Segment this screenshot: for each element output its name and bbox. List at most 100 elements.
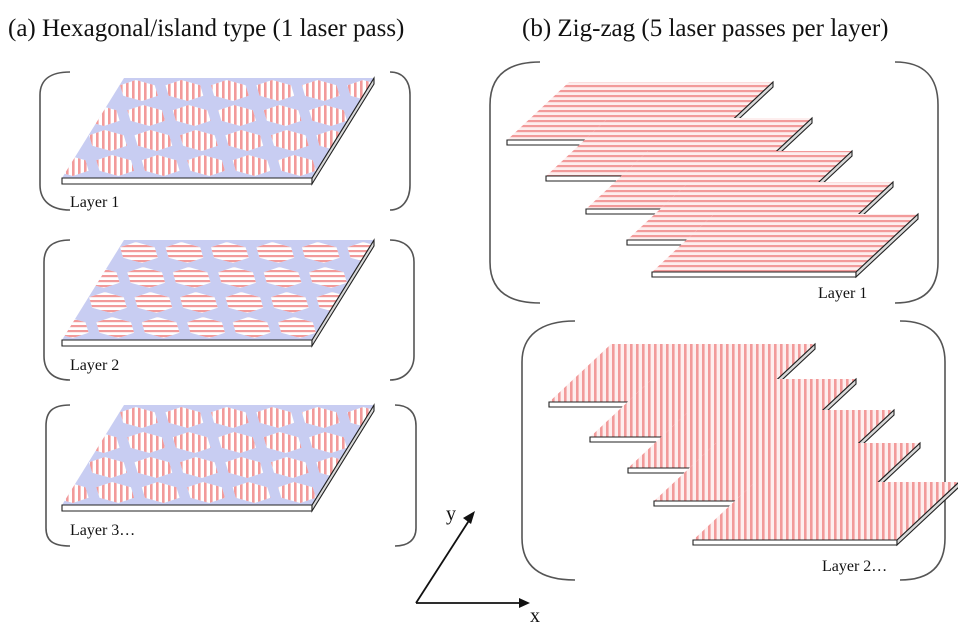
hex-island-plate (5, 76, 431, 186)
hexagonal-island (62, 267, 75, 288)
hexagonal-island (62, 292, 82, 313)
layer-label: Layer 1 (818, 285, 867, 302)
hexagonal-island (62, 317, 89, 338)
hexagonal-island (256, 242, 295, 263)
hexagonal-island (141, 155, 180, 176)
hexagonal-island (301, 242, 340, 263)
panel-b-heading: (b) Zig-zag (5 laser passes per layer) (522, 15, 889, 42)
hexagonal-island (141, 317, 180, 338)
layer-bracket-right (899, 320, 946, 581)
hexagonal-island (218, 432, 256, 453)
hexagonal-island (120, 407, 158, 428)
island-base (354, 105, 374, 126)
panel-b: Layer 1 Layer 2… (489, 61, 958, 581)
layer-label: Layer 3… (70, 522, 135, 539)
hexagonal-island (354, 105, 374, 126)
hexagonal-island (309, 432, 347, 453)
hexagonal-island (62, 130, 82, 151)
island-base (323, 482, 362, 503)
island-base (62, 457, 82, 478)
island-base (62, 130, 82, 151)
y-axis-arrowhead (463, 511, 475, 524)
hexagonal-island (180, 292, 218, 313)
hexagonal-island (232, 155, 271, 176)
hexagonal-island (361, 130, 374, 151)
hexagonal-island (232, 482, 271, 503)
layer-label: Layer 2 (70, 357, 119, 374)
layer-bracket-left (45, 404, 71, 547)
island-base (62, 267, 75, 288)
hexagonal-island (211, 80, 249, 101)
hexagonal-island (96, 482, 135, 503)
island-base (323, 317, 362, 338)
island-base (323, 155, 362, 176)
hexagonal-island (309, 105, 347, 126)
x-axis-label: x (530, 605, 540, 626)
hexagonal-island (211, 242, 249, 263)
scan-lines (693, 482, 958, 540)
hexagonal-island (74, 242, 113, 263)
hexagonal-island (354, 267, 374, 288)
plate-outline (62, 239, 375, 341)
hexagonal-island (127, 267, 166, 288)
island-base (361, 130, 374, 151)
panel-b-layer-2: Layer 2… (521, 320, 958, 581)
axis-indicator: x y (415, 503, 540, 626)
hexagonal-island (89, 292, 127, 313)
hexagonal-island (62, 105, 75, 126)
panel-a-layer-1: Layer 1 (5, 71, 431, 211)
layer-bracket-left (39, 71, 71, 211)
hexagonal-island (270, 130, 309, 151)
plate-front-edge (651, 271, 857, 278)
hexagonal-island (120, 242, 158, 263)
hexagonal-island (120, 80, 158, 101)
island-base (5, 155, 43, 176)
hexagonal-island (263, 267, 302, 288)
hexagonal-island (5, 482, 43, 503)
hexagonal-island (62, 482, 89, 503)
hexagonal-island (187, 482, 225, 503)
hexagonal-island (172, 267, 211, 288)
plate-outline (62, 404, 375, 506)
plate-front-edge (61, 339, 313, 347)
hexagonal-island (263, 105, 302, 126)
y-axis-arrow (415, 518, 471, 604)
hexagonal-island (309, 267, 347, 288)
island-base (62, 105, 75, 126)
hexagonal-island (134, 130, 173, 151)
layer-bracket-left (43, 239, 71, 381)
hexagonal-island (232, 317, 271, 338)
panel-a-layer-3: Layer 3… (5, 403, 417, 547)
island-grid (5, 407, 374, 503)
hex-island-plate (5, 403, 375, 513)
plate-front-edge (61, 504, 313, 512)
hexagonal-island (218, 267, 256, 288)
island-base (361, 457, 374, 478)
plate-top (62, 78, 374, 178)
hexagonal-island (225, 130, 264, 151)
island-base (74, 242, 113, 263)
layer-label: Layer 2… (822, 558, 887, 575)
island-base (393, 80, 431, 101)
hexagonal-island (96, 317, 135, 338)
hexagonal-island (134, 292, 173, 313)
hexagonal-island (165, 80, 204, 101)
hexagonal-island (225, 292, 264, 313)
hexagonal-island (278, 482, 316, 503)
layer-bracket-left (489, 61, 541, 304)
island-base (74, 80, 113, 101)
hexagonal-island (96, 155, 135, 176)
island-base (354, 432, 374, 453)
x-axis-arrowhead (519, 598, 530, 608)
hexagonal-island (89, 457, 127, 478)
hexagonal-island (62, 432, 75, 453)
hexagonal-island (301, 80, 340, 101)
panel-a-heading: (a) Hexagonal/island type (1 laser pass) (8, 15, 404, 42)
hexagonal-island (74, 80, 113, 101)
plate-outline (652, 213, 919, 273)
hexagonal-island (256, 80, 295, 101)
island-base (62, 432, 75, 453)
hexagonal-island (361, 292, 374, 313)
hexagonal-island (187, 317, 225, 338)
panel-a: Layer 1 Layer 2 Layer 3… (5, 71, 431, 547)
